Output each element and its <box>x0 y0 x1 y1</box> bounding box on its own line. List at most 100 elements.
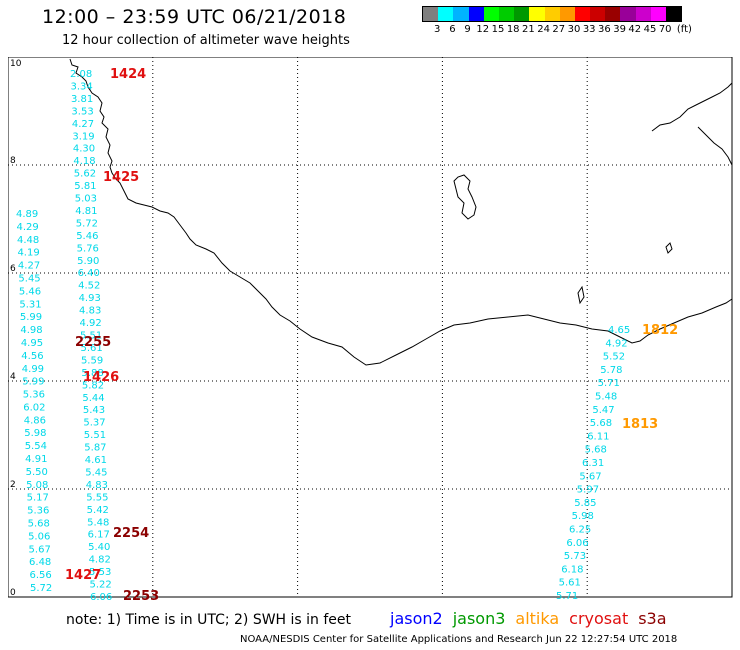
pass-time-labels: 1424 1425 2255 1426 2254 1427 2253 1812 1813 <box>65 67 678 601</box>
far-west-track-value: 5.99 <box>20 312 42 323</box>
color-legend: 3 6 9 12 15 18 21 24 27 30 33 36 39 42 45 70 (ft) <box>422 6 692 36</box>
note-text: note: 1) Time is in UTC; 2) SWH is in fe… <box>66 612 352 628</box>
legend-label: 30 <box>567 24 581 35</box>
west-track-value: 5.82 <box>82 380 104 391</box>
legend-label: 27 <box>552 24 566 35</box>
far-west-track-value: 5.17 <box>27 493 49 504</box>
far-west-track-value: 6.56 <box>30 570 52 581</box>
west-track-value: 4.92 <box>80 318 102 329</box>
far-west-track-value: 5.98 <box>24 428 46 439</box>
legend-label: 21 <box>522 24 535 35</box>
legend-label: 36 <box>598 24 611 35</box>
far-west-track-value: 4.27 <box>18 261 40 272</box>
west-track-value: 4.83 <box>86 480 108 491</box>
pass-time-label: 1424 <box>110 67 146 82</box>
legend-swatch <box>468 7 484 21</box>
far-west-track-value: 6.02 <box>23 402 45 413</box>
legend-label: 39 <box>613 24 626 35</box>
legend-label: 12 <box>476 24 490 35</box>
east-track-value: 5.68 <box>585 445 607 456</box>
east-track-value: 5.85 <box>574 498 596 509</box>
far-west-track-value: 4.99 <box>22 364 44 375</box>
far-west-track-value: 5.72 <box>30 583 52 594</box>
west-track-value: 5.22 <box>90 580 112 591</box>
west-track-value: 5.42 <box>87 505 109 516</box>
pass-time-label: 2253 <box>123 589 159 601</box>
far-west-track-value: 4.91 <box>25 454 47 465</box>
legend-label: 15 <box>491 24 505 35</box>
west-track-value: 5.45 <box>85 467 107 478</box>
legend-swatch <box>620 7 636 21</box>
west-track-value: 4.27 <box>72 119 94 130</box>
pass-time-label: 2255 <box>75 335 111 350</box>
legend-swatch <box>559 7 575 21</box>
pass-time-label: 2254 <box>113 526 149 541</box>
west-track-value: 5.03 <box>75 194 97 205</box>
east-track-value: 6.18 <box>561 564 583 575</box>
east-track-value: 5.98 <box>572 511 594 522</box>
west-track-value: 5.81 <box>74 181 96 192</box>
pass-time-label: 1813 <box>622 417 658 432</box>
far-west-track-value: 5.06 <box>28 531 50 542</box>
east-track-value: 5.52 <box>603 352 625 363</box>
legend-swatch <box>423 7 439 21</box>
legend-swatch <box>438 7 454 21</box>
legend-label: 42 <box>628 24 642 35</box>
y-tick-label: 4 <box>10 372 16 382</box>
legend-swatch <box>666 7 682 21</box>
west-track-value: 5.37 <box>83 418 105 429</box>
satellite-jason2: jason2 <box>390 609 443 628</box>
legend-swatch <box>605 7 621 21</box>
legend-unit: (ft) <box>676 24 692 35</box>
legend-swatch <box>590 7 606 21</box>
legend-label: 33 <box>582 24 596 35</box>
far-west-track-value: 5.31 <box>19 299 41 310</box>
legend-swatch <box>453 7 469 21</box>
far-west-track-value: 5.46 <box>19 286 41 297</box>
west-track-value: 6.06 <box>90 592 112 601</box>
west-track-value: 4.52 <box>78 281 100 292</box>
legend-swatch <box>650 7 666 21</box>
legend-swatch <box>498 7 515 21</box>
y-tick-label: 8 <box>10 156 16 166</box>
satellite-cryosat: cryosat <box>569 609 629 628</box>
east-track-value: 6.11 <box>587 431 609 442</box>
west-track-value: 5.90 <box>77 256 99 267</box>
credit-text: NOAA/NESDIS Center for Satellite Applica… <box>240 634 678 645</box>
east-track-value: 5.47 <box>592 405 614 416</box>
coastline-northeast <box>651 82 733 166</box>
east-track-value: 4.65 <box>608 325 630 336</box>
west-track-value: 3.53 <box>71 106 93 117</box>
west-track-value: 4.83 <box>79 306 101 317</box>
east-track-value: 5.78 <box>600 365 622 376</box>
west-track-value: 5.51 <box>80 331 102 342</box>
far-west-track-value: 5.08 <box>26 480 48 491</box>
pass-time-label: 1427 <box>65 568 101 583</box>
west-track-value: 3.81 <box>71 94 93 105</box>
west-track-value: 4.18 <box>73 156 95 167</box>
y-tick-label: 2 <box>10 480 16 490</box>
far-west-track-value: 5.99 <box>22 377 44 388</box>
legend-label: 24 <box>537 24 550 35</box>
west-track-value: 4.61 <box>85 455 107 466</box>
far-west-track-value: 4.29 <box>16 222 38 233</box>
east-track-value: 5.71 <box>598 378 620 389</box>
west-track-value: 5.40 <box>88 542 110 553</box>
east-track-value: 6.06 <box>566 538 588 549</box>
coastline-main <box>69 58 733 366</box>
legend-swatch <box>529 7 545 21</box>
west-track-value: 4.93 <box>79 293 101 304</box>
east-track-value: 4.92 <box>605 338 627 349</box>
far-west-track-value: 4.89 <box>16 209 38 220</box>
far-west-track-value: 4.48 <box>17 235 39 246</box>
legend-swatch <box>574 7 591 21</box>
legend-label: 18 <box>506 24 520 35</box>
legend-label: 6 <box>449 24 456 35</box>
altimeter-tracks: 2.083.343.813.534.273.194.304.185.625.81… <box>16 69 630 601</box>
far-west-track-value: 5.54 <box>25 441 47 452</box>
far-west-track-value: 5.68 <box>28 519 50 530</box>
west-track-value: 5.62 <box>74 169 96 180</box>
pass-time-label: 1425 <box>103 170 139 185</box>
far-west-track-value: 5.67 <box>29 544 51 555</box>
east-track-value: 5.71 <box>556 591 578 601</box>
